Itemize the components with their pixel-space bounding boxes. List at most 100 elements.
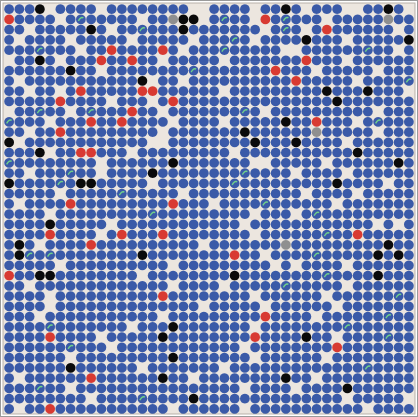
blue-dot — [157, 65, 168, 76]
blue-dot — [229, 198, 240, 209]
blue-dot — [198, 24, 209, 35]
blue-dot — [321, 362, 332, 373]
blue-dot — [362, 352, 373, 363]
blue-dot — [34, 342, 45, 353]
blue-dot — [75, 383, 86, 394]
blue-dot — [403, 229, 414, 240]
blue-dot — [280, 260, 291, 271]
blue-dot — [280, 393, 291, 404]
blue-dot — [250, 188, 261, 199]
gray-dot — [311, 127, 322, 138]
blue-dot — [168, 147, 179, 158]
blue-dot — [291, 229, 302, 240]
blue-dot — [321, 4, 332, 15]
blue-dot — [332, 362, 343, 373]
blue-dot — [116, 342, 127, 353]
blue-dot — [24, 260, 35, 271]
blue-dot — [188, 321, 199, 332]
blue-dot — [4, 188, 15, 199]
blue-dot — [280, 270, 291, 281]
black-dot — [352, 147, 363, 158]
blue-dot — [34, 75, 45, 86]
blue-dot — [260, 86, 271, 97]
blue-dot — [4, 342, 15, 353]
blue-dot — [14, 4, 25, 15]
green-dot — [137, 24, 148, 35]
blue-dot — [301, 65, 312, 76]
blue-dot — [403, 362, 414, 373]
blue-dot — [198, 209, 209, 220]
blue-dot — [260, 45, 271, 56]
blue-dot — [291, 34, 302, 45]
blue-dot — [280, 291, 291, 302]
blue-dot — [209, 239, 220, 250]
blue-dot — [229, 106, 240, 117]
blue-dot — [157, 157, 168, 168]
blue-dot — [65, 311, 76, 322]
blue-dot — [4, 362, 15, 373]
blue-dot — [373, 239, 384, 250]
blue-dot — [65, 157, 76, 168]
blue-dot — [393, 362, 404, 373]
blue-dot — [393, 373, 404, 384]
blue-dot — [219, 34, 230, 45]
green-swirl — [323, 232, 330, 237]
black-dot — [250, 137, 261, 148]
blue-dot — [362, 209, 373, 220]
blue-dot — [362, 4, 373, 15]
blue-dot — [383, 373, 394, 384]
blue-dot — [250, 106, 261, 117]
blue-dot — [362, 34, 373, 45]
blue-dot — [198, 45, 209, 56]
blue-dot — [219, 291, 230, 302]
blue-dot — [260, 168, 271, 179]
blue-dot — [362, 321, 373, 332]
blue-dot — [332, 168, 343, 179]
green-swirl — [139, 396, 146, 401]
blue-dot — [168, 311, 179, 322]
blue-dot — [127, 311, 138, 322]
blue-dot — [362, 188, 373, 199]
blue-dot — [198, 178, 209, 189]
blue-dot — [127, 127, 138, 138]
blue-dot — [75, 291, 86, 302]
blue-dot — [383, 352, 394, 363]
blue-dot — [75, 321, 86, 332]
blue-dot — [219, 106, 230, 117]
blue-dot — [86, 383, 97, 394]
blue-dot — [209, 137, 220, 148]
green-swirl — [385, 334, 392, 339]
blue-dot — [352, 178, 363, 189]
blue-dot — [373, 332, 384, 343]
blue-dot — [311, 198, 322, 209]
blue-dot — [157, 403, 168, 414]
blue-dot — [168, 137, 179, 148]
green-swirl — [323, 273, 330, 278]
blue-dot — [270, 55, 281, 66]
blue-dot — [342, 250, 353, 261]
green-dot — [280, 24, 291, 35]
blue-dot — [147, 55, 158, 66]
blue-dot — [229, 311, 240, 322]
blue-dot — [270, 127, 281, 138]
green-dot — [147, 209, 158, 220]
blue-dot — [178, 219, 189, 230]
blue-dot — [157, 96, 168, 107]
blue-dot — [45, 14, 56, 25]
blue-dot — [301, 250, 312, 261]
blue-dot — [127, 291, 138, 302]
blue-dot — [219, 24, 230, 35]
blue-dot — [75, 270, 86, 281]
blue-dot — [127, 373, 138, 384]
red-dot — [45, 403, 56, 414]
blue-dot — [86, 4, 97, 15]
blue-dot — [291, 178, 302, 189]
blue-dot — [178, 383, 189, 394]
blue-dot — [188, 229, 199, 240]
blue-dot — [239, 137, 250, 148]
blue-dot — [106, 55, 117, 66]
blue-dot — [260, 4, 271, 15]
blue-dot — [301, 291, 312, 302]
blue-dot — [219, 270, 230, 281]
